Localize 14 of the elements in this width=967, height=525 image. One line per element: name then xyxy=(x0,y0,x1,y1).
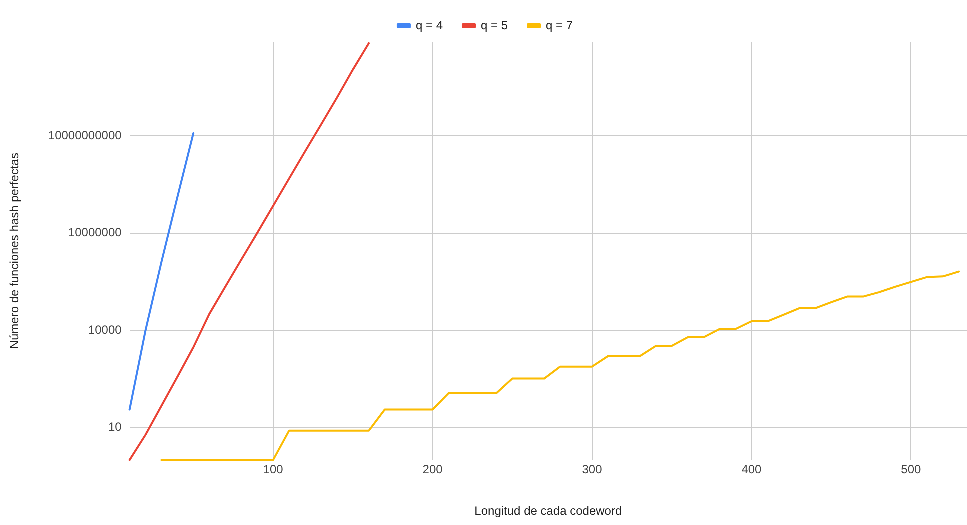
legend-label: q = 4 xyxy=(416,18,444,32)
y-tick-label: 10000000 xyxy=(68,226,122,240)
x-tick-label: 400 xyxy=(742,462,762,477)
y-tick-label: 10000 xyxy=(88,322,122,337)
y-tick-label: 10 xyxy=(108,420,122,434)
x-tick-label: 300 xyxy=(582,462,603,477)
legend-label: q = 5 xyxy=(480,18,508,32)
x-axis-title: Longitud de cada codeword xyxy=(474,504,622,518)
x-tick-label: 100 xyxy=(263,462,284,477)
legend-label: q = 7 xyxy=(546,18,574,32)
x-tick-label: 200 xyxy=(422,462,444,477)
y-tick-label: 10000000000 xyxy=(48,128,122,142)
y-axis-title: Número de funciones hash perfectas xyxy=(8,153,22,350)
x-tick-label: 500 xyxy=(901,462,922,477)
